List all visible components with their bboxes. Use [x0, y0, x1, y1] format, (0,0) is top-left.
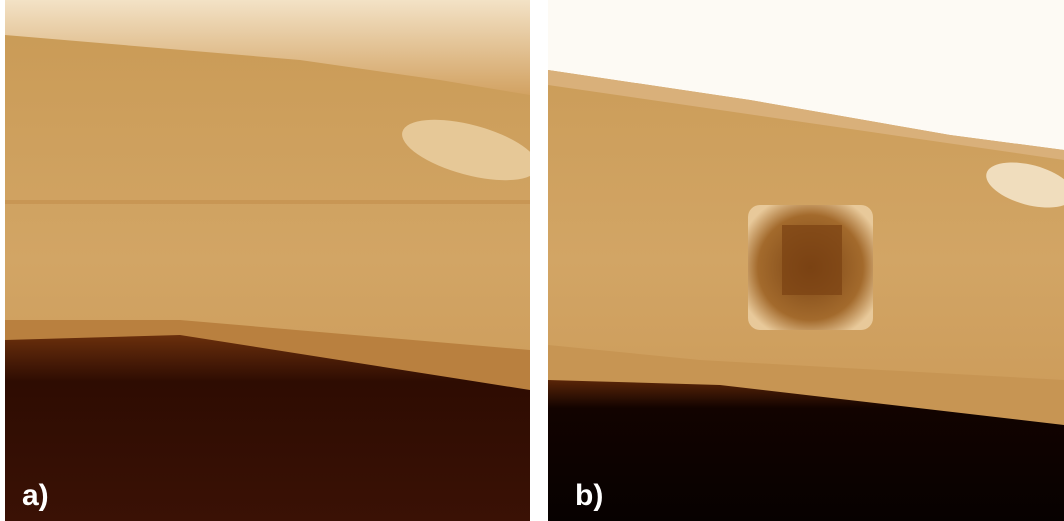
panel-label: b) [575, 479, 603, 512]
panel-b: b) [548, 0, 1064, 521]
panel-a: a) [5, 0, 544, 521]
panel-label: a) [22, 479, 49, 512]
afm-images: a) b) [0, 0, 1064, 521]
figure: a) b) [0, 0, 1064, 521]
